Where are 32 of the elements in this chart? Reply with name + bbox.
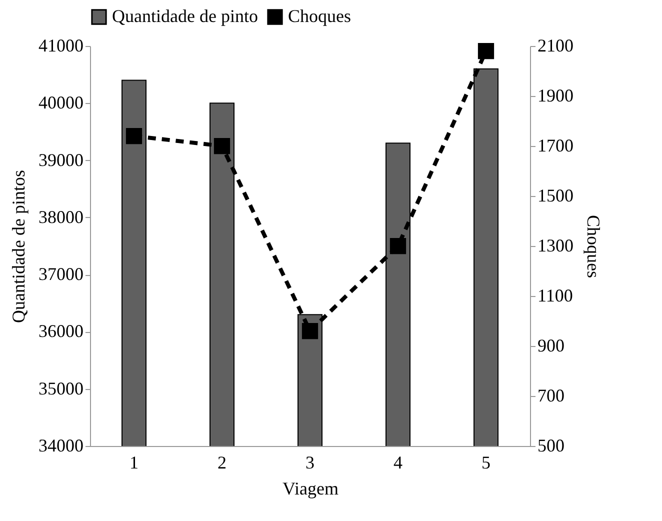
y-tick-label: 38000 xyxy=(38,206,84,227)
y2-tick-label: 500 xyxy=(538,436,564,456)
y2-axis-title: Choques xyxy=(584,215,604,278)
y2-tick-label: 1900 xyxy=(538,86,574,106)
y-tick-label: 35000 xyxy=(38,378,84,398)
y-tick-label: 39000 xyxy=(38,150,84,170)
x-axis-title: Viagem xyxy=(282,478,338,498)
x-tick-label: 2 xyxy=(218,452,226,472)
y2-tick-label: 1700 xyxy=(538,136,574,156)
point xyxy=(302,322,318,340)
y-tick-label: 34000 xyxy=(38,436,84,456)
x-tick-label: 4 xyxy=(394,452,402,472)
point xyxy=(126,128,142,144)
y-tick-label: 40000 xyxy=(38,92,84,113)
legend-label: Quantidade de pinto xyxy=(112,6,258,26)
point xyxy=(390,238,406,254)
y-axis-title: Quantidade de pintos xyxy=(8,170,28,323)
legend-label: Choques xyxy=(288,6,351,26)
y2-tick-label: 900 xyxy=(538,336,564,356)
y2-tick-label: 2100 xyxy=(538,36,574,56)
y2-tick-label: 700 xyxy=(538,386,564,406)
y2-tick-label: 1300 xyxy=(538,236,574,256)
x-tick-label: 3 xyxy=(306,452,314,472)
x-tick-label: 5 xyxy=(482,452,490,472)
point xyxy=(214,138,230,154)
y2-tick-label: 1500 xyxy=(538,186,574,206)
y-tick-label: 36000 xyxy=(38,321,84,342)
y-tick-label: 37000 xyxy=(38,264,84,284)
y2-tick-label: 1100 xyxy=(538,286,573,306)
point xyxy=(478,42,494,60)
x-tick-label: 1 xyxy=(130,452,138,472)
y-tick-label: 41000 xyxy=(38,36,84,56)
